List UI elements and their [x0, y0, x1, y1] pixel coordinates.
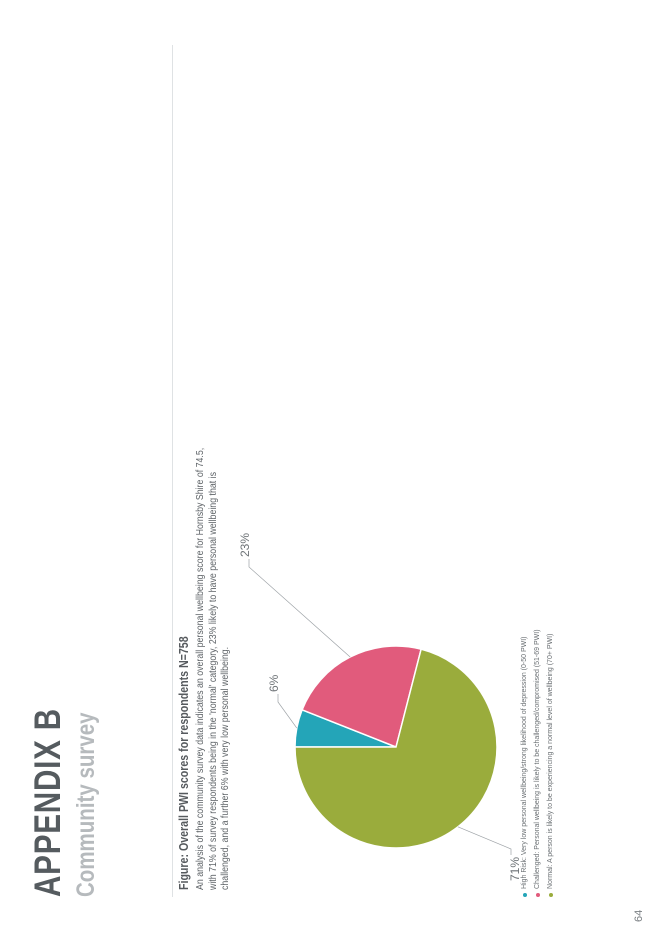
chart-legend: High Risk: Very low personal wellbeing/s… [518, 629, 557, 897]
legend-label-high-risk: High Risk: Very low personal wellbeing/s… [521, 636, 528, 889]
leader-line-challenged [248, 559, 351, 658]
data-label-high-risk: 6% [267, 674, 281, 692]
legend-item-challenged: Challenged: Personal wellbeing is likely… [531, 629, 544, 897]
pie-slice-normal [294, 648, 498, 849]
legend-label-challenged: Challenged: Personal wellbeing is likely… [534, 629, 541, 889]
pie-slice-challenged [301, 645, 423, 749]
leader-line-high-risk [277, 694, 298, 729]
legend-dot-normal [548, 893, 553, 897]
legend-item-normal: Normal: A person is likely to be experie… [544, 629, 557, 897]
legend-item-high-risk: High Risk: Very low personal wellbeing/s… [518, 629, 531, 897]
legend-label-normal: Normal: A person is likely to be experie… [547, 633, 554, 889]
legend-dot-high-risk [522, 893, 527, 897]
page-number: 64 [633, 909, 645, 922]
legend-dot-challenged [535, 893, 540, 897]
data-label-challenged: 23% [238, 533, 252, 557]
data-label-normal: 71% [508, 857, 522, 881]
leader-line-normal [457, 826, 512, 855]
